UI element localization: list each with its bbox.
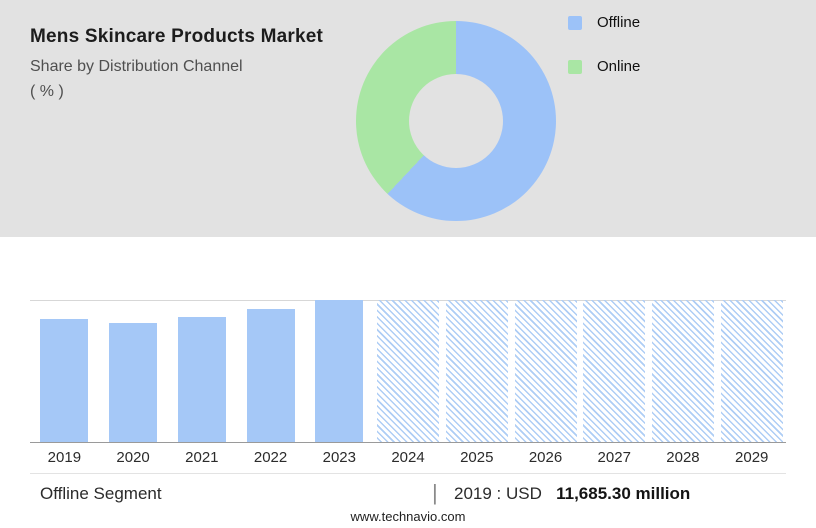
x-tick-2026: 2026	[528, 449, 563, 466]
legend-swatch-icon	[568, 15, 582, 30]
legend-item-offline: Offline	[568, 14, 640, 31]
bar-slot-2023	[305, 300, 374, 443]
bar-slot-2026	[511, 300, 580, 443]
value-amount: 11,685.30 million	[556, 484, 691, 503]
x-tick-2024: 2024	[391, 449, 425, 466]
spacer	[547, 484, 552, 503]
labels-separator-line	[30, 473, 786, 474]
bar-chart-panel: 2019 2020 2021 2022 2023 2024 2025 2026 2027 2028…	[0, 237, 816, 528]
bar-2025	[445, 300, 508, 443]
bar-2020	[109, 322, 158, 443]
bar-2024	[377, 300, 440, 443]
legend-item-online: Online	[568, 58, 640, 75]
legend-label: Online	[597, 58, 641, 75]
legend-swatch-icon	[568, 59, 582, 74]
bar-2021	[177, 317, 226, 443]
x-tick-2027: 2027	[597, 449, 631, 466]
bar-chart-plot-area	[30, 300, 786, 443]
separator-pipe: |	[432, 480, 438, 505]
bar-2019	[40, 318, 89, 443]
bar-slot-2029	[717, 300, 786, 443]
bar-slot-2021	[167, 300, 236, 443]
bar-2028	[651, 300, 714, 443]
page-title: Mens Skincare Products Market	[30, 26, 324, 47]
x-axis-line	[30, 442, 786, 443]
x-tick-2020: 2020	[116, 449, 150, 466]
bar-slot-2022	[236, 300, 305, 443]
bar-2027	[583, 300, 646, 443]
x-tick-2025: 2025	[460, 449, 494, 466]
segment-label: Offline Segment	[40, 484, 162, 503]
bar-slot-2024	[374, 300, 443, 443]
bar-2022	[246, 308, 295, 443]
bar-slot-2019	[30, 300, 99, 443]
unit-label: ( % )	[30, 83, 64, 100]
x-tick-2019: 2019	[47, 449, 82, 466]
x-tick-2028: 2028	[666, 449, 700, 466]
bar-2026	[514, 300, 577, 443]
legend: Offline Online	[568, 14, 640, 75]
bar-slot-2020	[99, 300, 168, 443]
website-url: www.technavio.com	[350, 509, 466, 524]
annotation-row: Offline Segment | 2019 : USD 11,685.30 m…	[40, 480, 786, 508]
bar-2023	[315, 300, 364, 443]
header-panel: Mens Skincare Products Market Share by D…	[0, 0, 816, 237]
title-block: Mens Skincare Products Market Share by D…	[30, 26, 323, 101]
page-subtitle: Share by Distribution Channel	[30, 58, 243, 75]
legend-label: Offline	[597, 14, 641, 31]
donut-chart	[356, 21, 556, 221]
bar-slot-2027	[580, 300, 649, 443]
x-tick-2023: 2023	[322, 449, 356, 466]
value-prefix: 2019 : USD	[454, 484, 542, 503]
bar-2029	[720, 300, 783, 443]
value-annotation: 2019 : USD 11,685.30 million	[454, 484, 690, 504]
x-axis-labels: 2019 2020 2021 2022 2023 2024 2025 2026 2027 2028…	[30, 449, 786, 466]
bar-slot-2028	[649, 300, 718, 443]
bar-slot-2025	[442, 300, 511, 443]
bar-series	[30, 300, 786, 443]
x-tick-2021: 2021	[185, 449, 219, 466]
x-tick-2029: 2029	[735, 449, 769, 466]
x-tick-2022: 2022	[253, 449, 288, 466]
